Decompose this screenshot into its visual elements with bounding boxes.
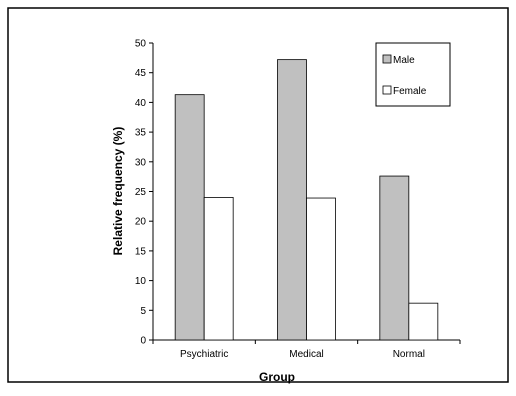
y-tick-label: 5 [140, 306, 146, 317]
y-tick-label: 15 [135, 246, 147, 257]
plot-area: 0 5 10 15 20 25 30 35 40 45 50 Psychiatric Medical No… [135, 39, 461, 360]
legend-swatch-female [382, 85, 392, 95]
legend: Male Female [375, 42, 451, 107]
bar-female-medical [306, 197, 336, 341]
bar-female-psychiatric [203, 197, 234, 341]
bar-male-normal [379, 175, 410, 341]
x-axis-title: Group [259, 370, 295, 384]
y-tick-label: 35 [135, 128, 147, 139]
y-tick-label: 25 [135, 187, 147, 198]
y-tick-label: 10 [135, 276, 147, 287]
y-tick-label: 40 [135, 98, 147, 109]
x-tick-label: Medical [289, 349, 323, 360]
legend-label-male: Male [393, 55, 415, 66]
y-tick-label: 50 [135, 39, 147, 50]
legend-box [375, 42, 451, 107]
y-tick-label: 20 [135, 217, 147, 228]
legend-swatch-male [382, 54, 392, 64]
x-tick-label: Normal [393, 349, 425, 360]
y-axis-title: Relative frequency (%) [111, 127, 125, 256]
x-tick-label: Psychiatric [180, 349, 228, 360]
y-tick-label: 30 [135, 157, 147, 168]
y-tick-label: 45 [135, 68, 147, 79]
bar-male-medical [277, 59, 307, 341]
bar-female-normal [408, 302, 439, 341]
y-tick-label: 0 [140, 336, 146, 347]
legend-label-female: Female [393, 86, 427, 97]
bar-male-psychiatric [174, 94, 205, 341]
